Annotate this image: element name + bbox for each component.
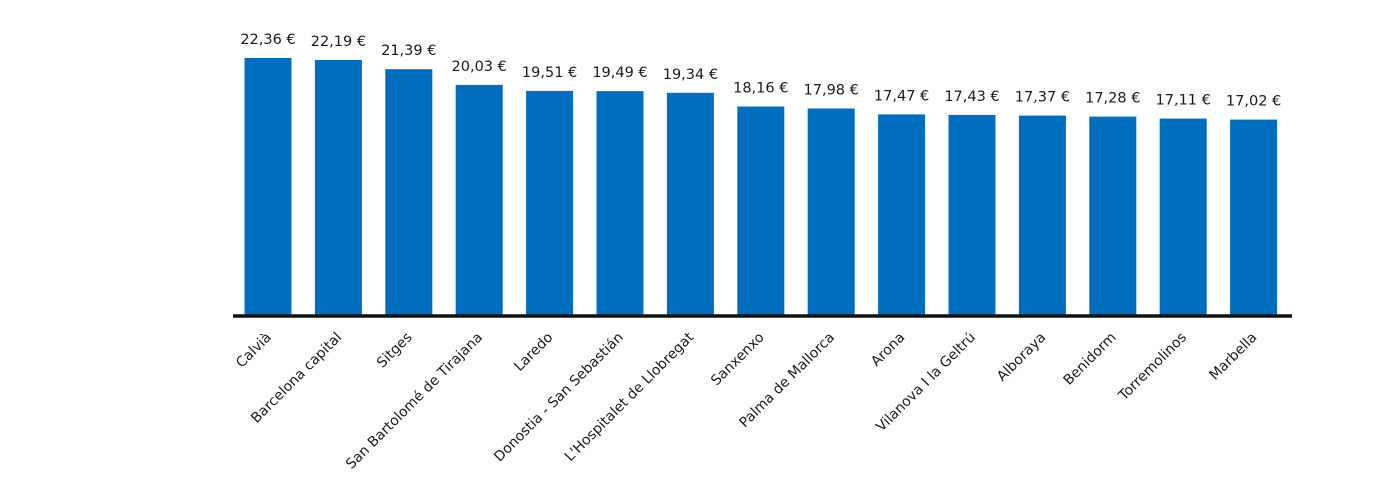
- category-label-9: Arona: [868, 330, 908, 370]
- bar-5: [596, 91, 644, 316]
- bar-1: [314, 60, 362, 316]
- bar-10: [948, 114, 996, 317]
- category-label-4: Laredo: [511, 330, 556, 375]
- category-label-11: Alboraya: [994, 330, 1049, 385]
- value-label-9: 17,47 €: [874, 88, 929, 104]
- category-label-2: Sitges: [374, 330, 416, 372]
- value-label-13: 17,11 €: [1156, 93, 1211, 109]
- bar-7: [737, 106, 785, 316]
- value-label-12: 17,28 €: [1085, 91, 1140, 107]
- value-label-8: 17,98 €: [804, 83, 859, 99]
- value-label-0: 22,36 €: [240, 32, 295, 48]
- value-label-1: 22,19 €: [311, 34, 366, 50]
- value-labels-layer: 22,36 € 22,19 € 21,39 € 20,03 € 19,51 € 19,49…: [240, 32, 1281, 110]
- bar-9: [878, 114, 926, 317]
- value-label-7: 18,16 €: [733, 81, 788, 97]
- bar-0: [244, 58, 292, 316]
- category-label-0: Calvià: [233, 330, 275, 372]
- bars-layer: [244, 58, 1278, 317]
- bar-12: [1089, 116, 1137, 316]
- value-label-4: 19,51 €: [522, 65, 577, 81]
- bar-3: [455, 84, 503, 317]
- value-label-2: 21,39 €: [381, 43, 436, 59]
- value-label-6: 19,34 €: [663, 67, 718, 83]
- bar-8: [807, 108, 855, 316]
- value-label-3: 20,03 €: [452, 59, 507, 75]
- bar-13: [1159, 118, 1207, 316]
- bar-2: [385, 69, 433, 316]
- bar-14: [1230, 119, 1278, 316]
- value-label-10: 17,43 €: [944, 89, 999, 105]
- category-label-3: San Bartolomé de Tirajana: [343, 330, 486, 473]
- bar-11: [1018, 115, 1066, 316]
- value-label-11: 17,37 €: [1015, 90, 1070, 106]
- value-label-14: 17,02 €: [1226, 94, 1281, 110]
- bar-4: [526, 90, 574, 317]
- value-label-5: 19,49 €: [592, 65, 647, 81]
- category-label-12: Benidorm: [1061, 330, 1120, 389]
- category-label-5: Donostia - San Sebastián: [491, 330, 627, 466]
- category-label-7: Sanxenxo: [708, 330, 767, 389]
- category-label-13: Torremolinos: [1115, 330, 1190, 405]
- bar-6: [666, 92, 714, 316]
- category-label-14: Marbella: [1206, 330, 1260, 384]
- category-label-6: L'Hospitalet de Llobregat: [562, 329, 698, 465]
